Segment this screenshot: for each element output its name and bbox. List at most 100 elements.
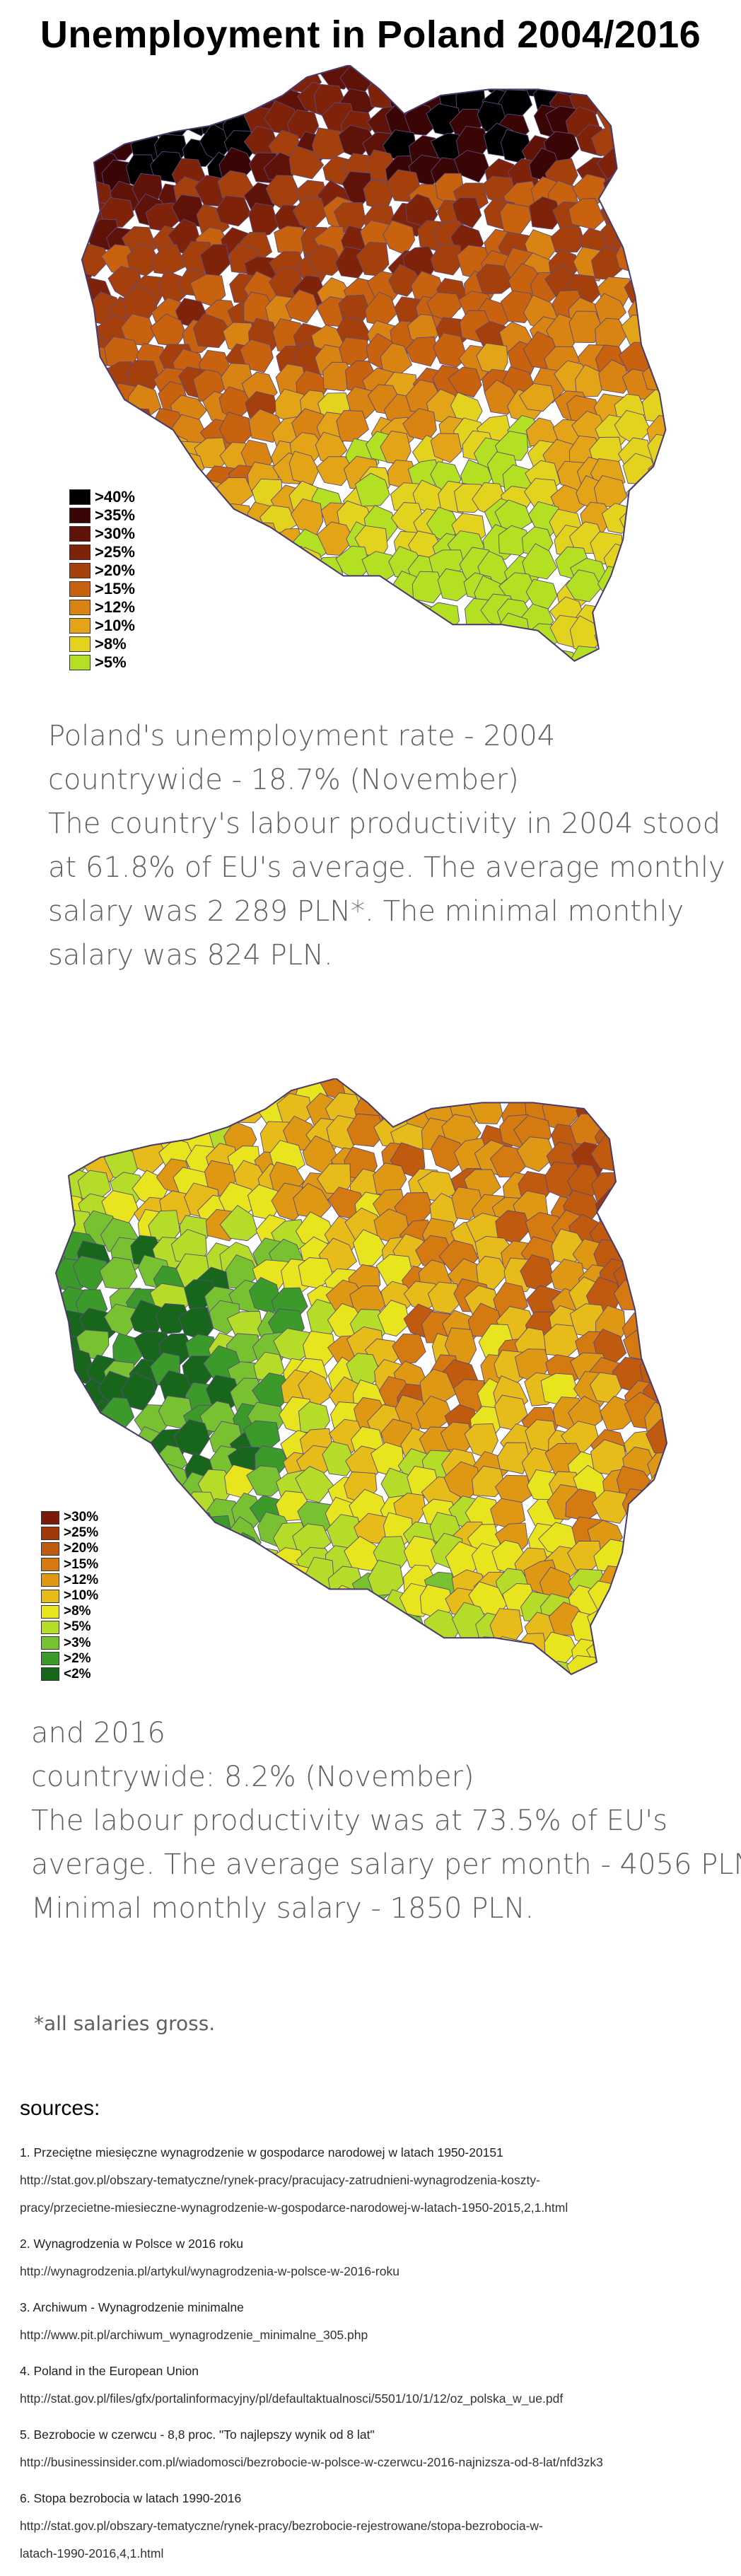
county-region — [100, 1513, 136, 1551]
source-link[interactable]: http://wynagrodzenia.pl/artykul/wynagrod… — [20, 2258, 734, 2285]
county-region — [648, 624, 672, 657]
county-region — [614, 1091, 648, 1128]
county-region — [495, 1395, 527, 1430]
county-region — [390, 67, 423, 100]
county-region — [414, 616, 450, 648]
county-region — [615, 1655, 647, 1686]
county-region — [638, 508, 672, 541]
county-region — [99, 1596, 135, 1627]
county-region — [636, 1235, 672, 1270]
map-2016 — [37, 1078, 673, 1686]
county-region — [161, 1515, 197, 1549]
county-region — [616, 649, 652, 674]
county-region — [424, 1654, 462, 1684]
legend-swatch — [41, 1527, 59, 1540]
county-region — [80, 1682, 117, 1686]
legend-label: >12% — [95, 598, 135, 617]
county-region — [88, 427, 121, 462]
county-region — [455, 646, 489, 674]
county-region — [249, 203, 279, 236]
county-region — [221, 1680, 253, 1686]
county-region — [660, 1375, 673, 1407]
county-region — [316, 648, 346, 673]
county-region — [467, 1665, 503, 1686]
legend-label: >10% — [95, 617, 135, 635]
county-region — [601, 1078, 636, 1107]
county-region — [249, 1661, 284, 1686]
county-region — [313, 575, 347, 603]
text-line: and 2016 — [31, 1711, 741, 1755]
county-region — [257, 1590, 288, 1624]
county-region — [412, 571, 443, 603]
county-region — [343, 650, 379, 673]
county-region — [663, 1466, 673, 1496]
legend-swatch — [41, 1621, 59, 1634]
source-link[interactable]: latach-1990-2016,4,1.html — [20, 2540, 734, 2568]
legend-label: >30% — [64, 1510, 98, 1525]
county-region — [420, 1640, 453, 1677]
county-region — [245, 1546, 278, 1577]
county-region — [81, 455, 110, 485]
county-region — [649, 1293, 673, 1323]
county-region — [595, 621, 628, 655]
county-region — [64, 183, 91, 216]
source-link[interactable]: http://stat.gov.pl/obszary-tematyczne/ry… — [20, 2167, 734, 2194]
county-region — [37, 1683, 63, 1686]
county-region — [668, 1139, 673, 1175]
county-region — [598, 641, 631, 672]
source-link[interactable]: http://stat.gov.pl/files/gfx/portalinfor… — [20, 2385, 734, 2413]
source-title: 5. Bezrobocie w czerwcu - 8,8 proc. "To … — [20, 2421, 734, 2449]
legend-swatch — [69, 489, 91, 505]
text-line: at 61.8% of EU's average. The average mo… — [48, 846, 725, 890]
county-region — [125, 431, 161, 465]
county-region — [152, 477, 185, 513]
county-region — [37, 1146, 69, 1178]
salary-note: *all salaries gross. — [34, 2012, 215, 2035]
county-region — [416, 643, 450, 673]
county-region — [277, 1656, 311, 1687]
county-region — [439, 65, 473, 88]
county-region — [198, 569, 226, 607]
county-region — [155, 1464, 189, 1496]
county-region — [373, 1609, 405, 1645]
county-region — [82, 1427, 121, 1463]
county-region — [37, 1301, 64, 1334]
county-region — [647, 1115, 673, 1146]
source-link[interactable]: http://www.pit.pl/archiwum_wynagrodzenie… — [20, 2321, 734, 2349]
county-region — [151, 627, 182, 658]
source-link[interactable]: http://businessinsider.com.pl/wiadomosci… — [20, 2449, 734, 2476]
county-region — [296, 598, 332, 631]
county-region — [320, 1683, 356, 1686]
county-region — [636, 131, 670, 166]
county-region — [202, 65, 235, 93]
legend-item: >35% — [69, 506, 135, 525]
county-region — [135, 1631, 174, 1669]
county-region — [642, 86, 672, 120]
county-region — [132, 528, 166, 557]
county-region — [573, 668, 608, 673]
county-region — [153, 1683, 191, 1686]
county-region — [637, 1520, 673, 1554]
county-region — [317, 1661, 354, 1686]
county-region — [569, 65, 603, 94]
county-region — [525, 663, 558, 674]
county-region — [250, 549, 287, 579]
legend-swatch — [69, 526, 91, 542]
legend-label: >40% — [95, 488, 135, 506]
source-link[interactable]: http://stat.gov.pl/obszary-tematyczne/ry… — [20, 2512, 734, 2540]
county-region — [192, 479, 224, 514]
sources-list: 1. Przeciętne miesięczne wynagrodzenie w… — [20, 2139, 734, 2576]
county-region — [600, 1092, 636, 1124]
county-region — [566, 1078, 601, 1100]
county-region — [625, 90, 657, 122]
county-region — [158, 568, 187, 603]
source-link[interactable]: pracy/przecietne-miesieczne-wynagrodzeni… — [20, 2194, 734, 2222]
county-region — [210, 1537, 244, 1572]
county-region — [157, 525, 188, 559]
county-region — [103, 65, 135, 88]
county-region — [640, 578, 672, 612]
county-region — [155, 458, 189, 492]
county-region — [390, 606, 427, 638]
county-region — [83, 1449, 120, 1484]
